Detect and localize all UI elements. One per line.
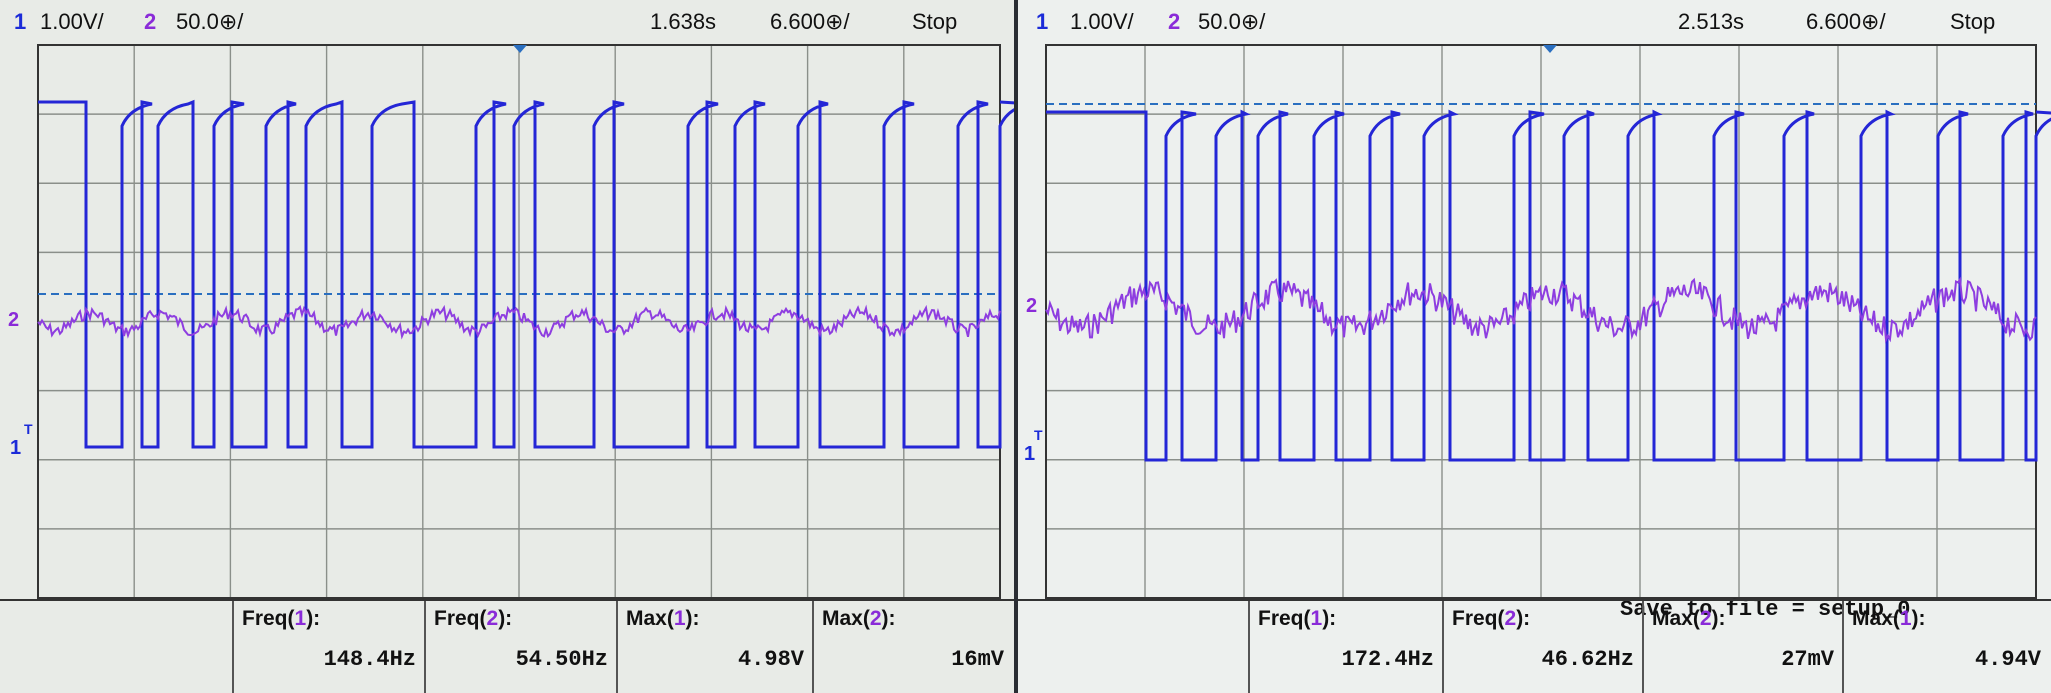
meas-value: 172.4Hz [1341,647,1434,672]
meas-label-prefix: Freq( [434,607,487,630]
ch1-number: 1 [14,9,27,34]
meas-label-prefix: Freq( [242,607,295,630]
time-position: 1.638s [650,9,717,34]
ch2-marker: 2 [1026,295,1037,317]
ch1-number: 1 [1036,9,1049,34]
meas-label-prefix: Max( [626,607,674,630]
meas-cell: Max(1): 4.94V [1842,601,2051,693]
meas-label-prefix: Max( [822,607,870,630]
meas-label-suffix: ): [1322,607,1337,630]
meas-channel: 2 [869,607,882,630]
status-bar: 1 1.00V/ 2 50.0⊕/ 2.513s 6.600⊕/ Stop [1018,0,2051,40]
status-bar: 1 1.00V/ 2 50.0⊕/ 1.638s 6.600⊕/ Stop [0,0,1014,40]
oscilloscope-photo-right: 1 1.00V/ 2 50.0⊕/ 2.513s 6.600⊕/ Stop 2 … [1018,0,2051,693]
ch2-marker: 2 [8,309,19,331]
meas-label-prefix: Max( [1652,607,1700,630]
meas-label-suffix: ): [306,607,321,630]
trigger-position-marker [1543,45,1557,53]
measurement-bar: Freq(1): 172.4Hz Freq(2): 46.62Hz Max(2)… [1018,599,2051,693]
ch2-number: 2 [144,9,157,34]
measurement-bar: Freq(1): 148.4Hz Freq(2): 54.50Hz Max(1)… [0,599,1014,693]
meas-value: 4.98V [737,647,804,672]
meas-value: 27mV [1781,647,1834,672]
meas-value: 148.4Hz [323,647,416,672]
ch2-number: 2 [1168,9,1181,34]
meas-cell: Max(2): 16mV [812,601,1014,693]
photo-divider [1014,0,1018,693]
ch2-scale: 50.0⊕/ [1198,9,1266,34]
trigger-marker: T [24,421,33,437]
meas-value: 4.94V [1974,647,2041,672]
meas-label-suffix: ): [685,607,700,630]
run-state: Stop [912,9,958,34]
meas-label-suffix: ): [1516,607,1531,630]
ch2-scale: 50.0⊕/ [176,9,244,34]
meas-label-suffix: ): [1711,607,1726,630]
meas-value: 54.50Hz [515,647,608,672]
meas-channel: 2 [486,607,499,630]
ch1-scale: 1.00V/ [40,9,104,34]
run-state: Stop [1950,9,1996,34]
meas-label-suffix: ): [498,607,513,630]
trigger-marker: T [1034,427,1043,443]
meas-channel: 1 [673,607,686,630]
meas-cell: Max(1): 4.98V [616,601,814,693]
meas-label-prefix: Max( [1852,607,1900,630]
waveform-display: 2 1 T [1024,44,2051,599]
oscilloscope-photo-left: 1 1.00V/ 2 50.0⊕/ 1.638s 6.600⊕/ Stop 2 … [0,0,1014,693]
meas-channel: 1 [1310,607,1323,630]
meas-label-suffix: ): [881,607,896,630]
meas-cell: Max(2): 27mV [1642,601,1844,693]
ch1-trace [38,99,1014,449]
meas-cell: Freq(2): 46.62Hz [1442,601,1644,693]
time-position: 2.513s [1678,9,1745,34]
meas-cell: Freq(1): 172.4Hz [1248,601,1444,693]
meas-label-prefix: Freq( [1258,607,1311,630]
meas-value: 46.62Hz [1541,647,1634,672]
waveform-display: 2 1 T [8,44,1014,599]
meas-label-prefix: Freq( [1452,607,1505,630]
ch1-scale: 1.00V/ [1070,9,1134,34]
time-scale: 6.600⊕/ [1806,9,1886,34]
trigger-position-marker [513,45,527,53]
meas-value: 16mV [951,647,1004,672]
meas-label-suffix: ): [1911,607,1926,630]
meas-cell: Freq(2): 54.50Hz [424,601,618,693]
save-message: Save to file = setup_0 [1620,597,1911,622]
meas-channel: 1 [294,607,307,630]
meas-channel: 2 [1504,607,1517,630]
time-scale: 6.600⊕/ [770,9,850,34]
ch1-trace [1046,109,2051,462]
meas-channel: 1 [1899,607,1912,630]
meas-cell: Freq(1): 148.4Hz [232,601,426,693]
ch2-trace [37,304,1001,340]
ch2-trace [1045,276,2037,344]
ch1-marker: 1 [10,437,21,459]
meas-channel: 2 [1699,607,1712,630]
ch1-marker: 1 [1024,443,1035,465]
